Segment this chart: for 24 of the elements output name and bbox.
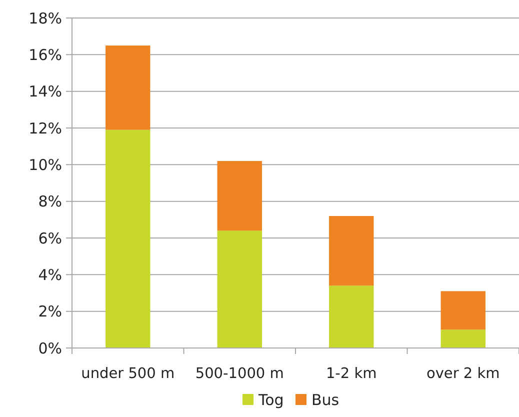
bar (329, 286, 374, 348)
y-tick-label: 12% (28, 119, 62, 138)
x-tick-label: 500-1000 m (195, 366, 284, 382)
bar (217, 161, 262, 231)
y-tick-label: 14% (28, 82, 62, 101)
bar (440, 291, 486, 330)
legend-label: Tog (258, 391, 284, 409)
y-tick-label: 2% (38, 302, 62, 321)
y-tick-label: 6% (38, 229, 62, 248)
bar (217, 230, 262, 348)
bar (440, 330, 486, 348)
y-tick-label: 0% (38, 339, 62, 358)
y-tick-label: 10% (28, 156, 62, 174)
y-tick-label: 8% (38, 192, 62, 211)
x-tick-label: 1-2 km (326, 366, 377, 382)
x-tick-label: over 2 km (426, 366, 500, 382)
y-tick-label: 4% (38, 266, 62, 284)
bar (106, 130, 150, 348)
bar (329, 216, 374, 286)
legend-label: Bus (312, 391, 340, 409)
y-tick-label: 18% (28, 9, 62, 28)
y-tick-label: 16% (28, 46, 62, 64)
bar (106, 46, 150, 130)
x-tick-label: under 500 m (81, 366, 175, 382)
